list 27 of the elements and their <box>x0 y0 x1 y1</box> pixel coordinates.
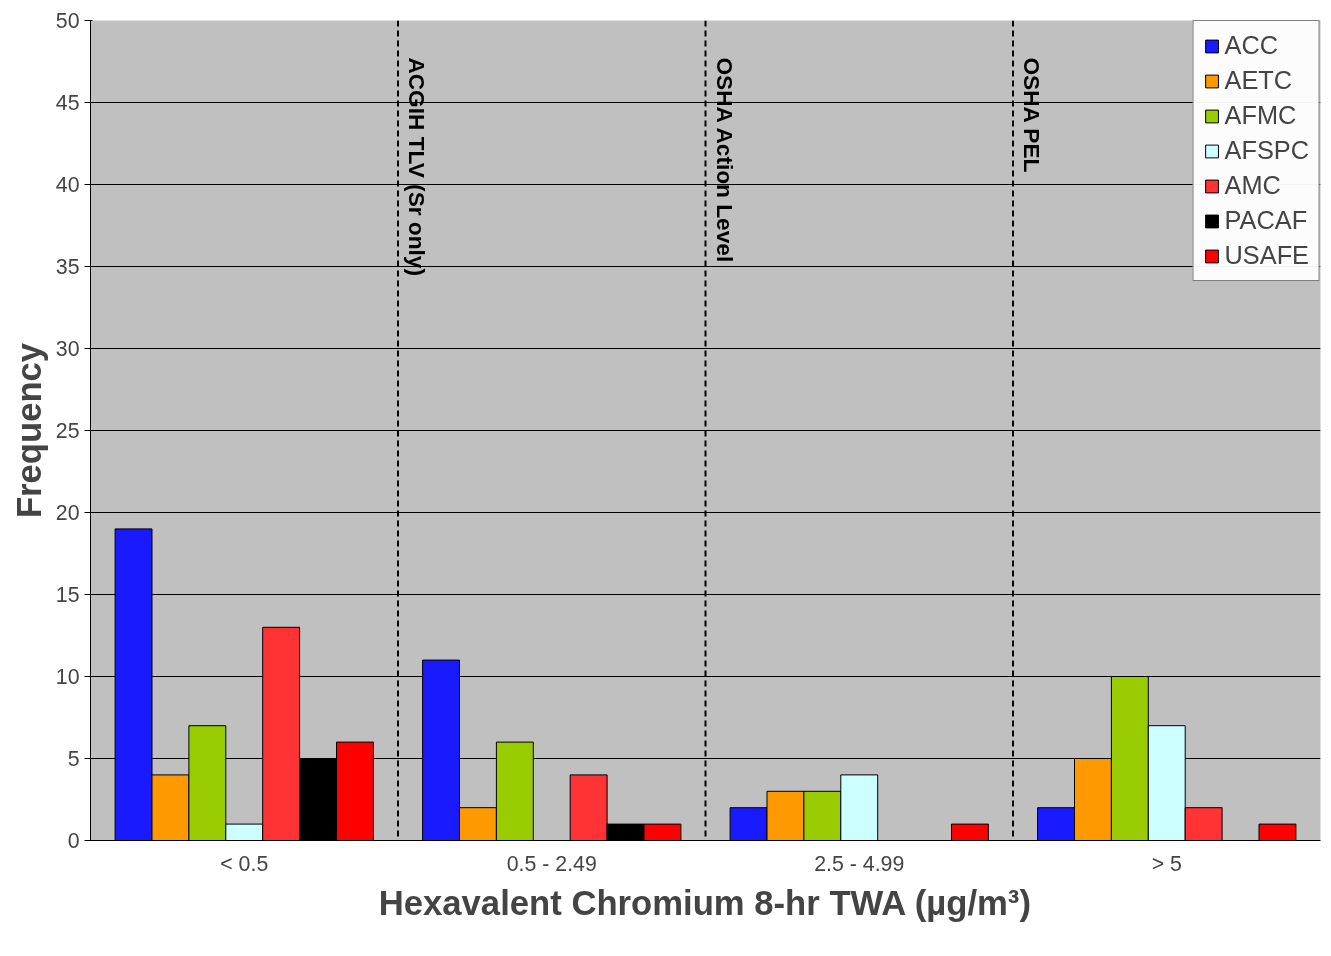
legend-label: PACAF <box>1224 206 1308 235</box>
x-tick-label: 0.5 - 2.49 <box>506 851 597 876</box>
y-tick-label: 25 <box>55 419 80 443</box>
y-tick-label: 40 <box>55 173 80 197</box>
y-tick-label: 50 <box>55 9 80 33</box>
y-tick-label: 30 <box>55 337 80 361</box>
y-axis-title: Frequency <box>9 342 48 519</box>
y-tick-label: 45 <box>55 91 80 115</box>
y-tick-label: 20 <box>55 501 80 525</box>
annotation: ACGIH TLV (Sr only) <box>404 57 430 276</box>
legend-label: AMC <box>1224 171 1281 200</box>
x-tick-label: 2.5 - 4.99 <box>814 851 905 876</box>
x-tick-label: < 0.5 <box>220 851 269 876</box>
annotation: OSHA Action Level <box>711 57 738 263</box>
legend-label: AETC <box>1224 66 1293 95</box>
annotation: OSHA PEL <box>1019 57 1045 173</box>
y-tick-label: 35 <box>55 255 80 279</box>
x-tick-label: > 5 <box>1151 851 1182 876</box>
legend-label: USAFE <box>1224 241 1309 270</box>
x-axis-title: Hexavalent Chromium 8-hr TWA (µg/m³) <box>378 883 1031 922</box>
legend-label: ACC <box>1224 31 1279 60</box>
legend-label: AFMC <box>1224 101 1297 130</box>
y-tick-label: 15 <box>55 583 80 607</box>
legend-label: AFSPC <box>1224 136 1309 165</box>
y-tick-label: 5 <box>67 747 80 771</box>
y-tick-label: 0 <box>67 829 80 853</box>
y-tick-label: 10 <box>55 665 80 689</box>
